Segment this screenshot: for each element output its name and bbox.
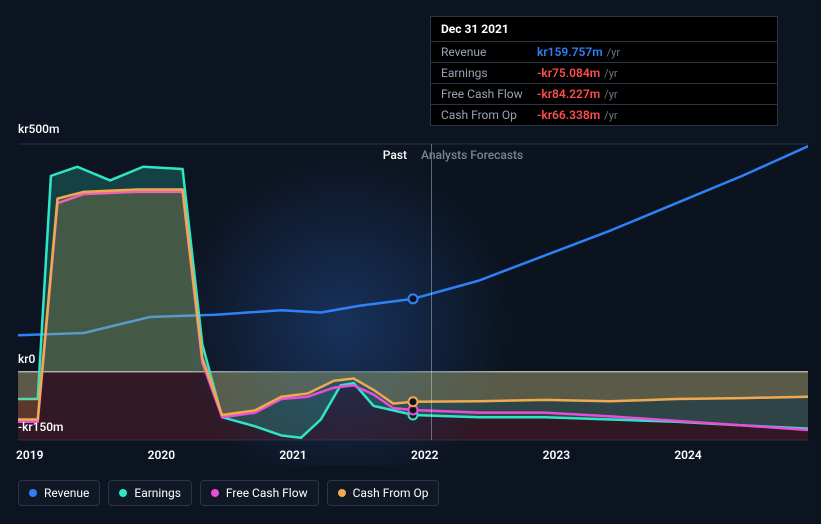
forecast-label: Analysts Forecasts	[421, 148, 523, 162]
x-tick: 2023	[543, 448, 570, 462]
tooltip-row-label: Cash From Op	[441, 108, 537, 122]
legend-item-cash-from-op[interactable]: Cash From Op	[327, 480, 440, 506]
tooltip-row: Cash From Op-kr66.338m/yr	[431, 105, 777, 125]
legend-label: Earnings	[134, 486, 181, 500]
past-label-text: Past	[383, 148, 407, 162]
tooltip-row: Free Cash Flow-kr84.227m/yr	[431, 84, 777, 105]
now-line	[431, 144, 432, 440]
x-tick: 2019	[16, 448, 43, 462]
legend-item-free-cash-flow[interactable]: Free Cash Flow	[200, 480, 319, 506]
x-tick: 2022	[411, 448, 438, 462]
legend-label: Free Cash Flow	[226, 486, 308, 500]
tooltip-row-label: Earnings	[441, 66, 537, 80]
tooltip-row-value: -kr84.227m	[537, 87, 600, 101]
x-tick: 2024	[674, 448, 701, 462]
tooltip-row-value: -kr66.338m	[537, 108, 600, 122]
tooltip-date: Dec 31 2021	[431, 17, 777, 42]
tooltip-row-unit: /yr	[604, 88, 617, 101]
tooltip-row-label: Revenue	[441, 45, 537, 59]
y-tick-0: kr0	[18, 352, 35, 366]
legend-item-revenue[interactable]: Revenue	[18, 480, 100, 506]
legend-item-earnings[interactable]: Earnings	[108, 480, 192, 506]
legend-dot	[29, 489, 37, 497]
tooltip-row-unit: /yr	[604, 67, 617, 80]
legend-label: Cash From Op	[353, 486, 429, 500]
tooltip-row-value: kr159.757m	[537, 45, 603, 59]
legend-label: Revenue	[44, 486, 89, 500]
chart-legend: Revenue Earnings Free Cash Flow Cash From O…	[18, 480, 439, 506]
x-tick: 2021	[279, 448, 306, 462]
tooltip-row-unit: /yr	[607, 46, 620, 59]
tooltip-row-label: Free Cash Flow	[441, 87, 537, 101]
y-tick-neg150: -kr150m	[18, 420, 64, 434]
legend-dot	[211, 489, 219, 497]
x-tick: 2020	[148, 448, 175, 462]
legend-dot	[338, 489, 346, 497]
forecast-label-text: Analysts Forecasts	[421, 148, 523, 162]
tooltip-row-value: -kr75.084m	[537, 66, 600, 80]
hover-tooltip: Dec 31 2021 Revenuekr159.757m/yrEarnings…	[430, 16, 778, 126]
y-tick-500: kr500m	[18, 122, 59, 136]
tooltip-row-unit: /yr	[604, 109, 617, 122]
tooltip-row: Revenuekr159.757m/yr	[431, 42, 777, 63]
legend-dot	[119, 489, 127, 497]
past-label: Past	[383, 148, 407, 162]
tooltip-row: Earnings-kr75.084m/yr	[431, 63, 777, 84]
